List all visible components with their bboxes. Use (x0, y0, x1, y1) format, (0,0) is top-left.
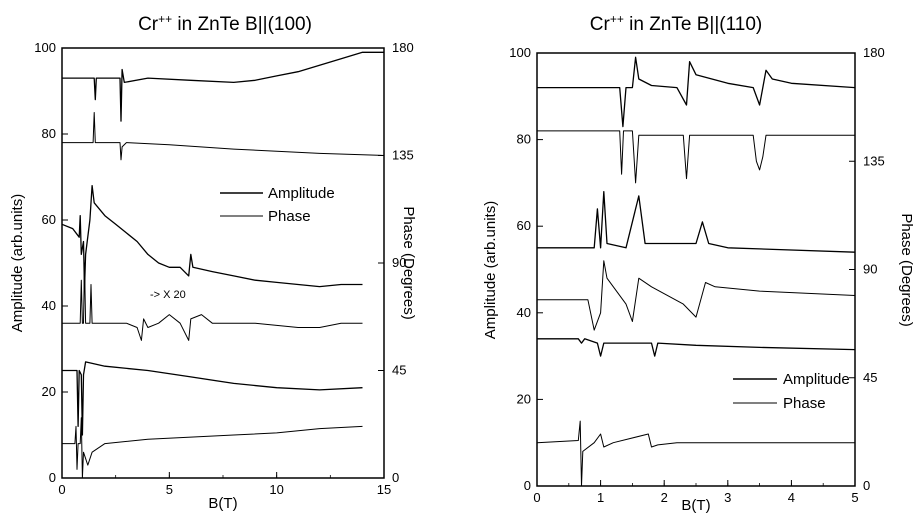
right-x-axis: 0 1 2 3 4 5 (533, 480, 859, 505)
left-y2tick-label: 135 (392, 148, 414, 163)
right-plot-frame (536, 52, 856, 487)
right-legend-amplitude-label: Amplitude (783, 371, 850, 388)
right-y-label: Amplitude (arb.units) (482, 201, 499, 339)
left-y2tick-label: 45 (392, 363, 406, 378)
right-ytick-label: 40 (517, 305, 531, 320)
left-xtick-label: 15 (377, 482, 391, 497)
right-y2-axis: 0 45 90 135 180 (849, 45, 885, 493)
left-y2-label: Phase (Degrees) (400, 206, 417, 319)
right-ytick-label: 60 (517, 218, 531, 233)
right-y2tick-label: 90 (863, 262, 877, 277)
left-series-trace (62, 262, 363, 341)
right-ytick-label: 0 (524, 478, 531, 493)
left-legend-amplitude-label: Amplitude (268, 185, 335, 202)
right-ytick-label: 80 (517, 132, 531, 147)
left-x-label: B(T) (208, 495, 237, 512)
right-y-axis: 0 20 40 60 80 100 (509, 45, 543, 493)
left-legend-phase-label: Phase (268, 208, 311, 225)
right-series-trace (537, 260, 856, 331)
left-ytick-label: 20 (42, 384, 56, 399)
left-y-axis: 0 20 40 60 80 100 (34, 40, 68, 485)
left-y2-axis: 0 45 90 135 180 (378, 40, 414, 485)
right-xtick-label: 5 (851, 490, 858, 505)
left-series-trace (62, 51, 384, 122)
left-ytick-label: 60 (42, 212, 56, 227)
left-series-trace (62, 112, 385, 161)
right-series-trace (537, 56, 856, 128)
left-series-trace (62, 417, 363, 479)
right-xtick-label: 4 (788, 490, 795, 505)
right-x-label: B(T) (681, 497, 710, 513)
right-y2tick-label: 45 (863, 370, 877, 385)
left-plot-frame (61, 47, 385, 479)
left-ytick-label: 80 (42, 126, 56, 141)
right-y2tick-label: 0 (863, 478, 870, 493)
left-series-trace (62, 361, 363, 436)
right-xtick-label: 0 (533, 490, 540, 505)
right-y2-label: Phase (Degrees) (898, 213, 915, 326)
left-scale-annotation: -> X 20 (150, 289, 186, 301)
right-legend: Amplitude Phase (733, 371, 850, 412)
right-series-group (536, 56, 856, 487)
right-xtick-label: 2 (661, 490, 668, 505)
right-xtick-label: 3 (724, 490, 731, 505)
left-y2tick-label: 90 (392, 255, 406, 270)
left-xtick-label: 5 (166, 482, 173, 497)
right-series-trace (536, 420, 855, 487)
left-ytick-label: 100 (34, 40, 56, 55)
left-y-label: Amplitude (arb.units) (9, 194, 26, 332)
right-legend-phase-label: Phase (783, 395, 826, 412)
right-chart-title: Cr++ in ZnTe B||(110) (590, 12, 762, 35)
left-xtick-label: 0 (58, 482, 65, 497)
right-series-trace (537, 130, 855, 184)
right-ytick-label: 20 (517, 391, 531, 406)
left-y2tick-label: 180 (392, 40, 414, 55)
left-legend: Amplitude Phase (220, 185, 335, 225)
left-x-axis: 0 5 10 15 (58, 472, 391, 497)
left-ytick-label: 0 (49, 470, 56, 485)
right-xtick-label: 1 (597, 490, 604, 505)
left-ytick-label: 40 (42, 298, 56, 313)
left-xtick-label: 10 (269, 482, 283, 497)
left-series-trace (61, 184, 363, 290)
left-y2tick-label: 0 (392, 470, 399, 485)
right-series-trace (537, 338, 856, 357)
left-series-group (61, 51, 385, 479)
left-chart-title: Cr++ in ZnTe B||(100) (138, 12, 312, 35)
right-series-trace (537, 190, 856, 253)
right-ytick-label: 100 (509, 45, 531, 60)
right-y2tick-label: 180 (863, 45, 885, 60)
right-y2tick-label: 135 (863, 153, 885, 168)
